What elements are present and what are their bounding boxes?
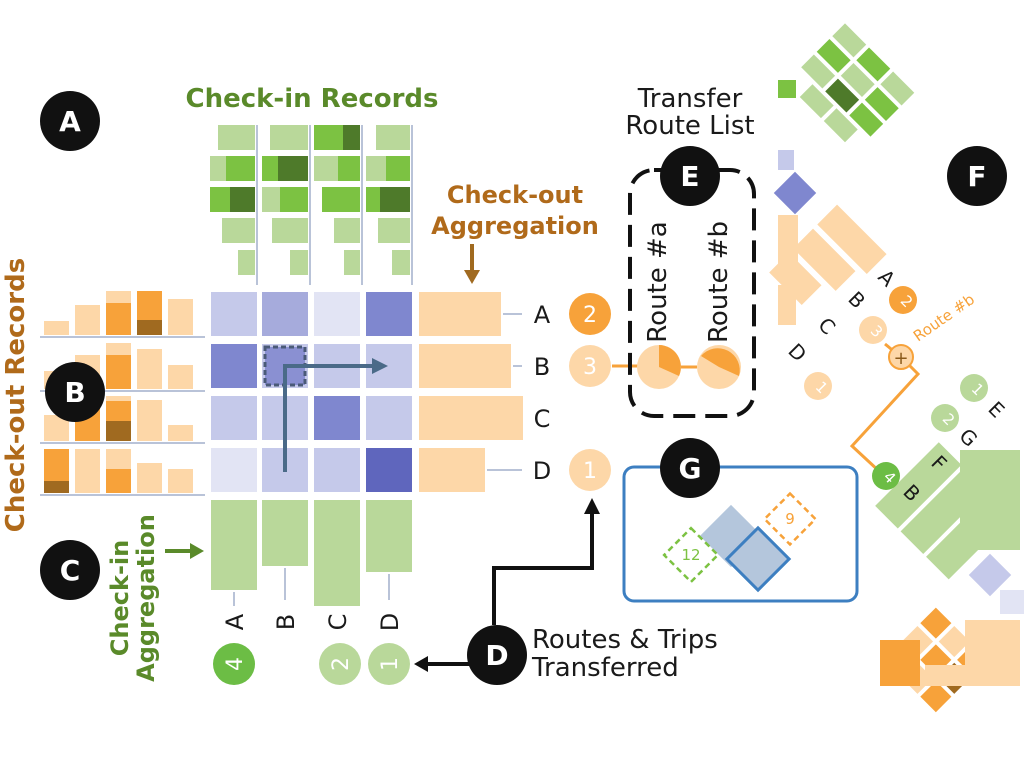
svg-text:+: + [893, 348, 908, 369]
checkout-aggregation-bars [419, 292, 523, 492]
svg-text:4: 4 [223, 657, 248, 671]
panel-f-count-b: 4 [872, 462, 900, 490]
routes-trips-title-1: Routes & Trips [532, 625, 718, 655]
row-count-b: 3 [569, 345, 648, 387]
panel-f-label-a: A [873, 265, 900, 292]
badge-a: A [40, 91, 100, 151]
panel-g-orange-value: 9 [785, 510, 795, 528]
col-label-d: D [376, 613, 404, 631]
badge-f: F [947, 146, 1007, 206]
svg-text:B: B [64, 376, 85, 409]
checkin-records-stacks [210, 125, 413, 285]
route-b-label[interactable]: Route #b [704, 221, 734, 343]
row-label-d: D [533, 457, 551, 485]
badge-d: D [467, 625, 527, 685]
checkout-records-stacks [40, 291, 205, 496]
col-label-c: C [324, 614, 352, 631]
routes-trips-title-2: Transferred [531, 653, 679, 683]
panel-f-label-d: D [783, 339, 811, 367]
svg-text:3: 3 [583, 355, 597, 380]
checkout-records-title: Check-out Records [1, 258, 31, 532]
badge-c: C [40, 540, 100, 600]
panel-f-rotated-matrix [769, 23, 1024, 713]
row-label-c: C [534, 405, 551, 433]
row-count-a: 2 [569, 293, 611, 335]
panel-f-count-g: 2 [931, 404, 959, 432]
transfer-list-title-2: Route List [625, 111, 754, 141]
transfer-list-title-1: Transfer [637, 84, 743, 114]
panel-g-green-value: 12 [681, 546, 700, 564]
col-label-b: B [272, 614, 300, 630]
checkout-aggregation-title-1: Check-out [447, 181, 583, 209]
panel-f-label-e: E [983, 397, 1009, 423]
svg-text:1: 1 [378, 657, 403, 671]
panel-g-frame [622, 465, 859, 603]
panel-f-label-b: B [843, 287, 870, 314]
row-count-d: 1 [569, 449, 611, 491]
route-a-label[interactable]: Route #a [643, 221, 673, 342]
panel-f-count-e: 1 [960, 374, 988, 402]
panel-f-route-tag: Route #b [910, 290, 978, 345]
svg-text:F: F [967, 160, 986, 193]
badge-b: B [45, 362, 105, 422]
svg-text:D: D [485, 639, 508, 672]
row-label-b: B [534, 353, 550, 381]
route-b-pie[interactable] [697, 345, 741, 389]
svg-text:A: A [59, 105, 81, 138]
svg-text:2: 2 [329, 657, 354, 671]
svg-text:G: G [679, 452, 702, 485]
matrix-arrows [283, 358, 388, 472]
checkin-aggregation-title-1: Check-in [106, 540, 134, 656]
svg-text:C: C [60, 554, 81, 587]
badge-g: G [660, 438, 720, 498]
svg-text:1: 1 [583, 459, 597, 484]
col-label-a: A [221, 613, 249, 630]
panel-f-label-g: G [954, 424, 982, 452]
panel-f-plus-node: + [888, 344, 914, 370]
transfer-matrix [211, 292, 412, 492]
checkin-records-title: Check-in Records [185, 84, 438, 114]
row-label-a: A [534, 301, 551, 329]
checkin-aggregation-bars [211, 500, 412, 606]
svg-text:2: 2 [583, 303, 597, 328]
col-count-d: 1 [368, 643, 410, 685]
svg-text:E: E [680, 160, 699, 193]
panel-f-count-a: 2 [889, 286, 917, 314]
route-a-pie[interactable] [637, 345, 681, 389]
panel-f-count-d: 1 [804, 372, 832, 400]
checkin-aggregation-title-2: Aggregation [132, 514, 160, 682]
col-count-c: 2 [319, 643, 361, 685]
checkout-arrow [464, 244, 480, 284]
panel-f-count-b: 3 [859, 316, 887, 344]
checkin-arrow [165, 543, 204, 559]
col-count-a: 4 [213, 643, 255, 685]
panel-g-glyphs [662, 491, 818, 593]
panel-f-label-c: C [813, 313, 840, 340]
checkout-aggregation-title-2: Aggregation [431, 212, 599, 240]
badge-e: E [660, 146, 720, 206]
